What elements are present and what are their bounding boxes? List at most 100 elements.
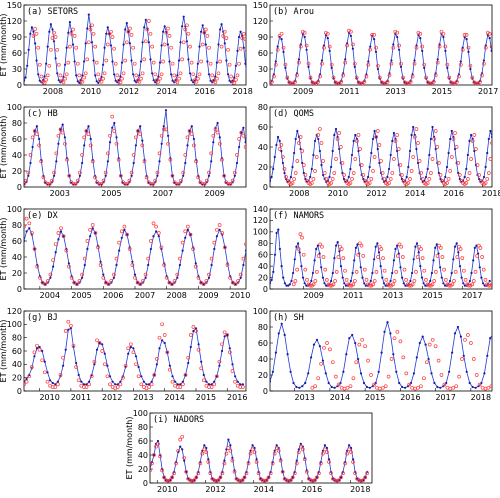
model-point xyxy=(365,385,368,389)
observed-point xyxy=(442,382,447,387)
model-point xyxy=(396,35,399,39)
model-point xyxy=(436,58,439,61)
model-point xyxy=(421,49,424,53)
model-point xyxy=(315,338,319,341)
model-point xyxy=(78,174,81,177)
model-point xyxy=(145,383,148,386)
observed-point xyxy=(99,181,104,186)
observed-point xyxy=(394,270,399,274)
observed-point xyxy=(116,157,121,162)
x-tick-label: 2018 xyxy=(233,87,253,96)
model-point xyxy=(280,265,283,268)
observed-point xyxy=(350,177,354,181)
model-point xyxy=(450,271,453,275)
observed-point xyxy=(427,177,432,181)
model-point xyxy=(233,174,236,177)
model-point xyxy=(68,174,71,177)
model-point xyxy=(492,332,494,334)
model-point xyxy=(77,373,80,377)
model-point xyxy=(27,48,30,51)
observed-point xyxy=(47,63,52,68)
observed-point xyxy=(40,280,45,285)
observed-point xyxy=(302,457,307,462)
x-tick-label: 2014 xyxy=(405,189,425,198)
observed-point xyxy=(246,461,251,466)
observed-point xyxy=(400,255,405,259)
model-series-line xyxy=(24,110,246,186)
observed-point xyxy=(149,239,153,243)
observed-point xyxy=(138,132,143,137)
observed-point xyxy=(460,256,465,260)
model-point xyxy=(412,372,415,375)
observed-point xyxy=(230,458,235,463)
observed-point xyxy=(198,461,203,466)
observed-point xyxy=(168,157,173,162)
model-point xyxy=(445,165,449,169)
model-point xyxy=(446,66,449,69)
observed-point xyxy=(222,173,226,178)
observed-point xyxy=(420,44,425,49)
model-point xyxy=(473,246,476,249)
model-point xyxy=(75,74,78,77)
model-point xyxy=(395,370,398,373)
observed-point xyxy=(189,60,194,65)
observed-point xyxy=(369,373,373,377)
model-point xyxy=(64,63,67,66)
model-point xyxy=(190,79,193,82)
observed-point xyxy=(417,159,422,163)
observed-point xyxy=(327,460,331,464)
model-point xyxy=(315,476,318,479)
observed-point xyxy=(194,79,199,84)
observed-point xyxy=(166,26,170,31)
model-point xyxy=(162,125,165,128)
model-point xyxy=(89,235,92,238)
model-point xyxy=(158,347,161,350)
observed-point xyxy=(146,256,151,261)
observed-point xyxy=(207,385,211,389)
model-point xyxy=(297,242,300,245)
model-point xyxy=(448,279,452,283)
model-point xyxy=(143,26,146,29)
observed-point xyxy=(113,61,118,66)
observed-point xyxy=(191,72,196,77)
model-point xyxy=(417,251,420,254)
model-point xyxy=(335,244,338,247)
observed-point xyxy=(225,333,230,337)
model-point xyxy=(389,153,392,157)
plot-area xyxy=(270,28,492,85)
observed-point xyxy=(334,270,339,274)
model-point xyxy=(218,136,221,139)
observed-point xyxy=(308,75,313,80)
model-point xyxy=(144,276,147,279)
model-point xyxy=(430,271,433,275)
observed-point xyxy=(376,255,380,259)
observed-point xyxy=(488,157,492,161)
observed-point xyxy=(389,61,394,66)
model-point xyxy=(468,279,471,283)
observed-point xyxy=(324,278,329,282)
observed-point xyxy=(50,385,55,389)
observed-point xyxy=(486,171,491,175)
observed-point xyxy=(309,181,314,185)
observed-point xyxy=(104,58,109,63)
observed-point xyxy=(60,130,65,135)
model-point xyxy=(35,347,39,350)
observed-point xyxy=(222,29,227,34)
observed-point xyxy=(123,363,128,368)
observed-point xyxy=(372,155,377,159)
model-point xyxy=(278,139,281,143)
observed-point xyxy=(341,256,346,260)
y-tick-label: 150 xyxy=(7,1,22,10)
observed-point xyxy=(196,175,201,180)
observed-point xyxy=(75,282,79,287)
model-point xyxy=(41,349,44,353)
observed-point xyxy=(202,30,207,35)
panel-label: (a) SETORS xyxy=(27,7,78,17)
observed-point xyxy=(101,76,105,81)
observed-point xyxy=(339,385,344,390)
model-point xyxy=(294,137,297,141)
model-point xyxy=(152,79,155,82)
x-tick-label: 2004 xyxy=(40,291,60,300)
model-point xyxy=(439,386,442,389)
observed-point xyxy=(52,30,56,35)
